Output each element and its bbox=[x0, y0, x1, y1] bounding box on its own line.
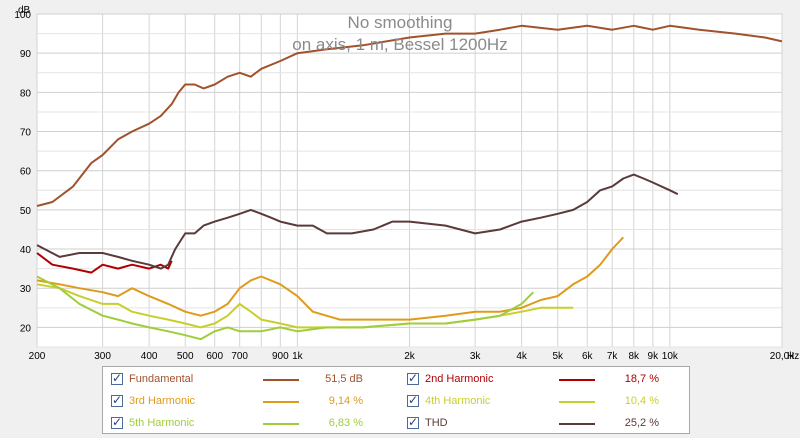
y-tick-label: 80 bbox=[20, 88, 32, 99]
x-tick-label: 8k bbox=[628, 351, 640, 362]
legend-value: 18,7 % bbox=[624, 373, 659, 385]
legend-swatch bbox=[559, 423, 595, 425]
legend-checkbox-fundamental[interactable] bbox=[111, 371, 123, 385]
legend-value: 6,83 % bbox=[328, 417, 363, 429]
y-tick-label: 50 bbox=[20, 206, 32, 217]
y-tick-label: 100 bbox=[14, 10, 31, 21]
x-tick-label: 700 bbox=[231, 351, 248, 362]
series-line-2nd-harmonic bbox=[36, 252, 173, 274]
legend-item-2nd-harmonic: 2nd Harmonic 18,7 % bbox=[399, 369, 689, 391]
legend-checkbox-thd[interactable] bbox=[407, 415, 419, 429]
series-line-thd bbox=[36, 173, 679, 270]
chart-title: No smoothing bbox=[348, 13, 453, 32]
y-tick-label: 40 bbox=[20, 245, 32, 256]
chart-subtitle: on axis, 1 m, Bessel 1200Hz bbox=[292, 35, 507, 54]
x-tick-label: 5k bbox=[552, 351, 564, 362]
x-tick-label: 6k bbox=[582, 351, 594, 362]
x-tick-label: 1k bbox=[292, 351, 304, 362]
legend-checkbox-4th-harmonic[interactable] bbox=[407, 393, 419, 407]
legend-label: 4th Harmonic bbox=[425, 395, 491, 407]
y-tick-label: 70 bbox=[20, 128, 32, 139]
y-tick-label: 20 bbox=[20, 323, 32, 334]
legend-label: THD bbox=[425, 417, 448, 429]
y-tick-label: 30 bbox=[20, 284, 32, 295]
legend-label: 2nd Harmonic bbox=[425, 373, 494, 385]
legend-item-thd: THD 25,2 % bbox=[399, 413, 689, 435]
x-tick-label: 500 bbox=[177, 351, 194, 362]
legend-value: 25,2 % bbox=[624, 417, 659, 429]
y-tick-label: 90 bbox=[20, 49, 32, 60]
legend-label: 3rd Harmonic bbox=[129, 395, 196, 407]
legend-checkbox-2nd-harmonic[interactable] bbox=[407, 371, 419, 385]
x-tick-label: 2k bbox=[404, 351, 416, 362]
legend: Fundamental 51,5 dB 2nd Harmonic 18,7 % 3rd … bbox=[102, 366, 690, 434]
legend-item-5th-harmonic: 5th Harmonic 6,83 % bbox=[103, 413, 393, 435]
legend-checkbox-5th-harmonic[interactable] bbox=[111, 415, 123, 429]
x-tick-label: 9k bbox=[648, 351, 660, 362]
legend-swatch bbox=[263, 423, 299, 425]
x-tick-label: 3k bbox=[470, 351, 482, 362]
legend-label: Fundamental bbox=[129, 373, 194, 385]
x-axis-label: Hz bbox=[787, 351, 799, 362]
x-tick-label: 20,0k bbox=[770, 351, 795, 362]
x-tick-label: 7k bbox=[607, 351, 619, 362]
legend-item-3rd-harmonic: 3rd Harmonic 9,14 % bbox=[103, 391, 393, 413]
legend-item-fundamental: Fundamental 51,5 dB bbox=[103, 369, 393, 391]
series-line-fundamental bbox=[36, 24, 783, 207]
series-line-5th-harmonic bbox=[36, 275, 535, 341]
legend-checkbox-3rd-harmonic[interactable] bbox=[111, 393, 123, 407]
x-tick-label: 600 bbox=[206, 351, 223, 362]
x-tick-label: 900 bbox=[272, 351, 289, 362]
x-tick-label: 400 bbox=[141, 351, 158, 362]
series-line-3rd-harmonic bbox=[36, 236, 625, 321]
x-tick-label: 10k bbox=[662, 351, 679, 362]
grid bbox=[36, 13, 783, 348]
legend-swatch bbox=[263, 401, 299, 403]
legend-swatch bbox=[559, 379, 595, 381]
x-tick-label: 300 bbox=[94, 351, 111, 362]
legend-value: 10,4 % bbox=[624, 395, 659, 407]
legend-swatch bbox=[263, 379, 299, 381]
tick-labels: 20 30 40 50 60 70 80 90 100 200 300 400 500 600 700 900… bbox=[14, 10, 799, 362]
series-lines bbox=[36, 24, 783, 341]
x-tick-label: 200 bbox=[29, 351, 46, 362]
legend-swatch bbox=[559, 401, 595, 403]
legend-item-4th-harmonic: 4th Harmonic 10,4 % bbox=[399, 391, 689, 413]
legend-label: 5th Harmonic bbox=[129, 417, 195, 429]
x-tick-label: 4k bbox=[516, 351, 528, 362]
legend-value: 51,5 dB bbox=[325, 373, 363, 385]
legend-value: 9,14 % bbox=[328, 395, 363, 407]
y-axis-label: dB bbox=[18, 5, 31, 16]
y-tick-label: 60 bbox=[20, 167, 32, 178]
